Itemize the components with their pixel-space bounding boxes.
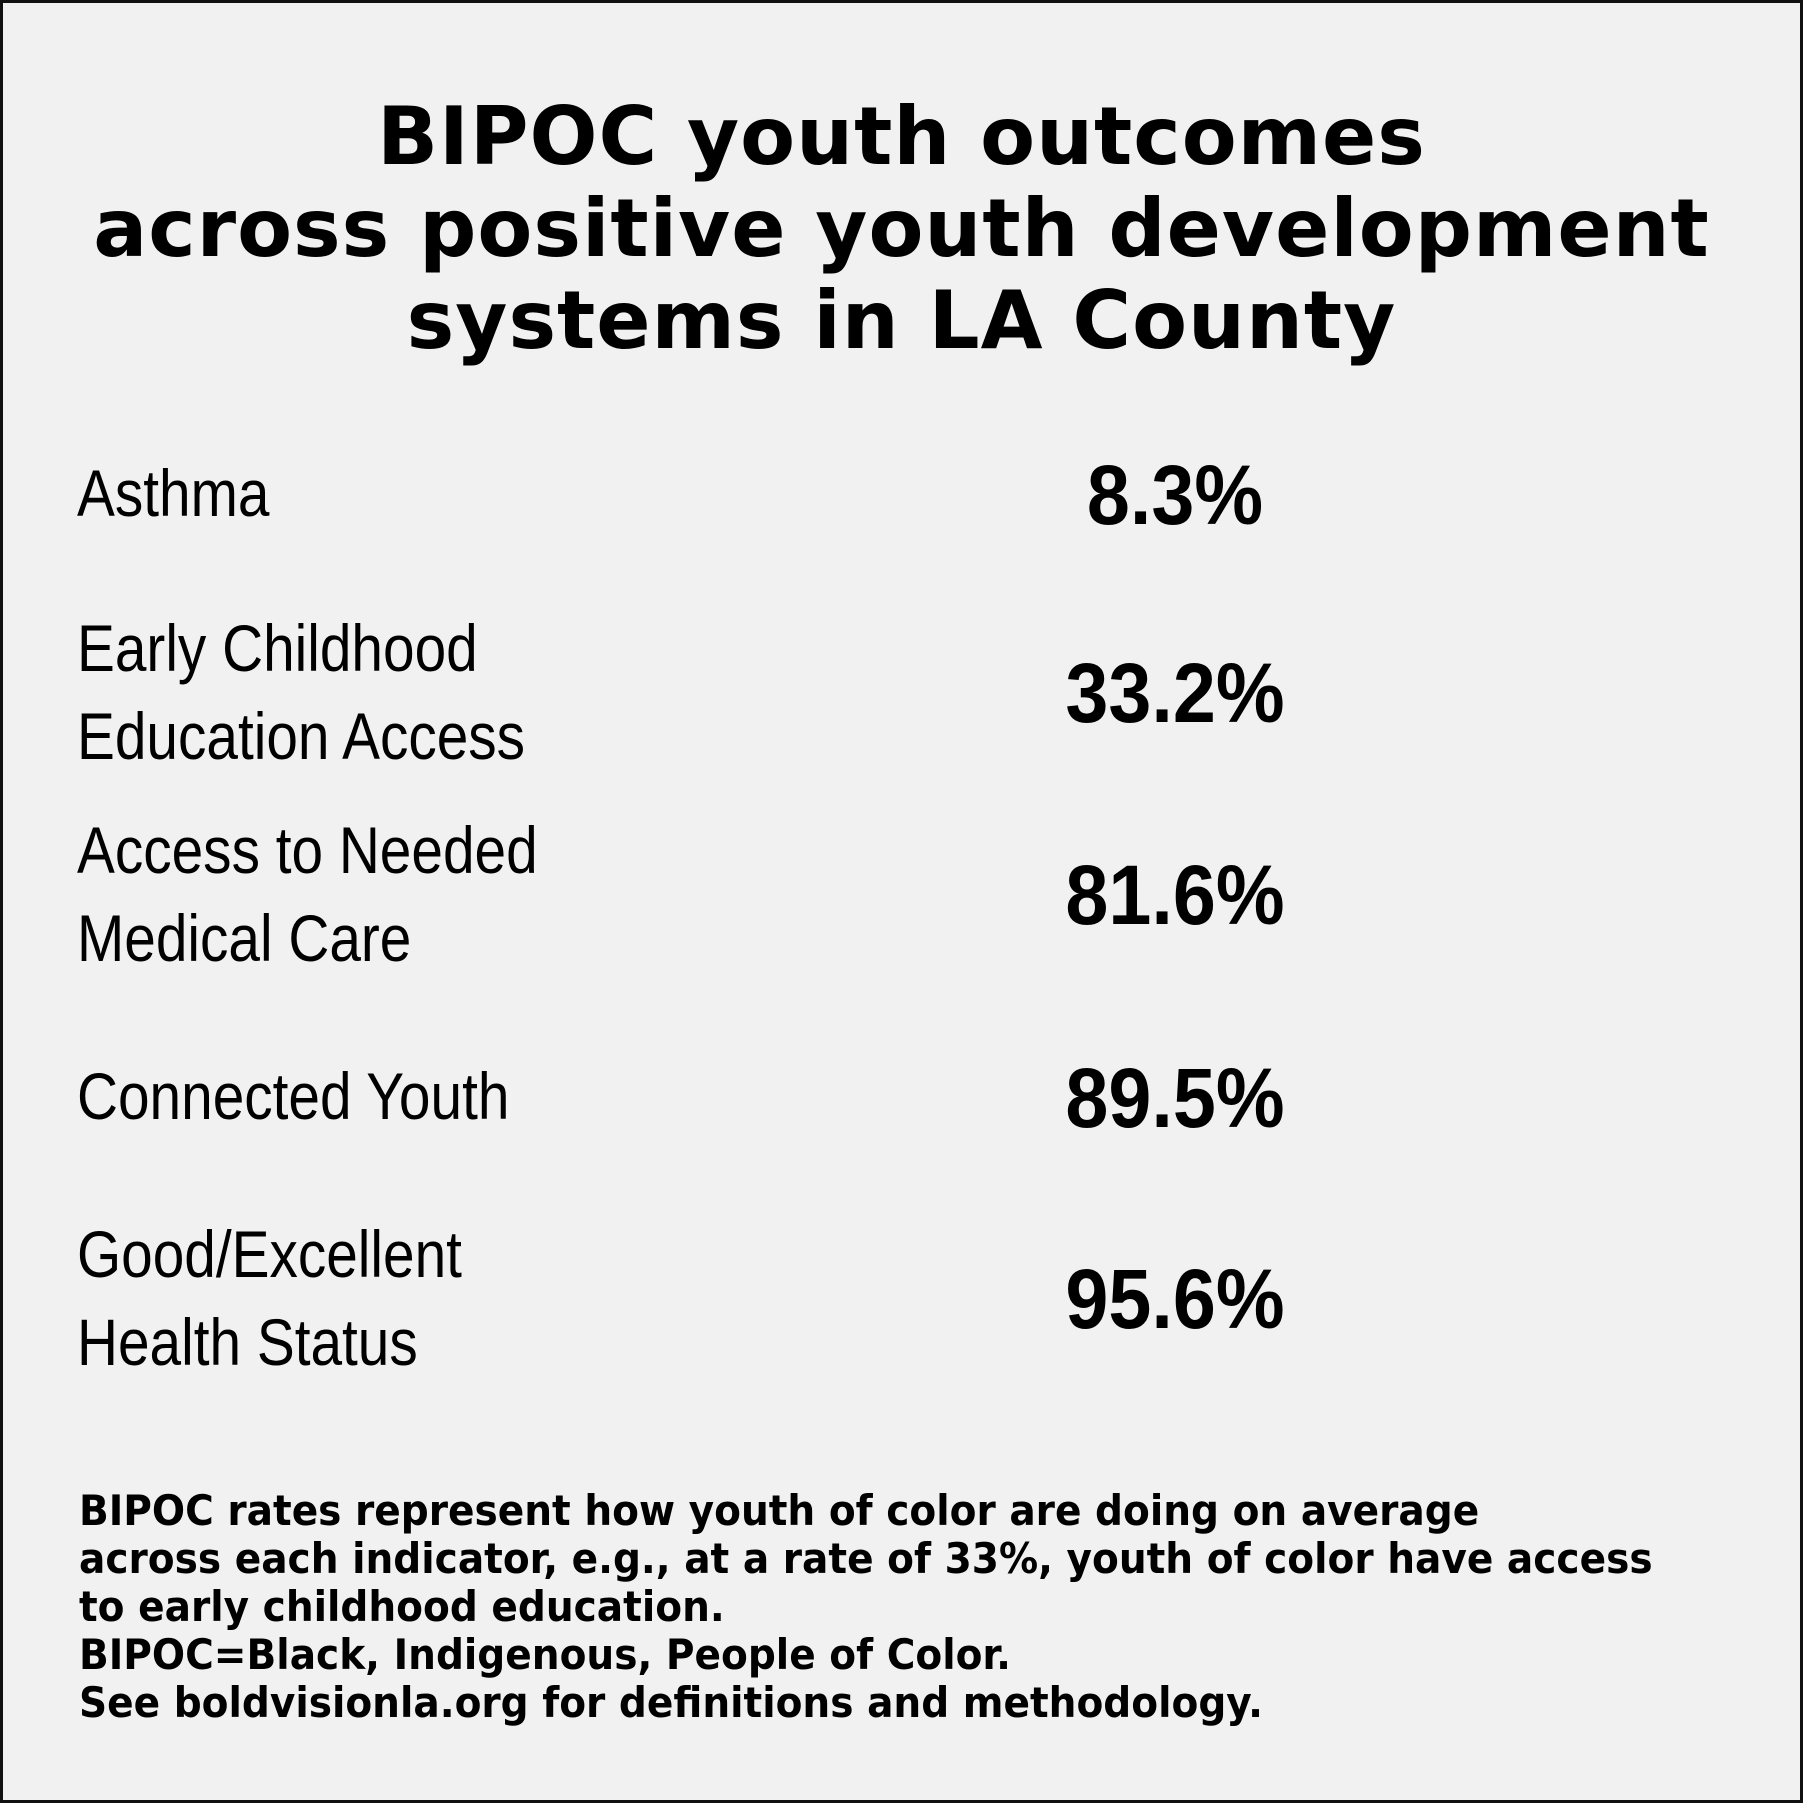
indicator-value-health-status: 95.6% <box>1065 1252 1285 1346</box>
title-line: systems in LA County <box>406 274 1397 367</box>
title-line: BIPOC youth outcomes <box>377 90 1426 183</box>
indicator-label-health-status-line2: Health Status <box>77 1305 418 1379</box>
indicator-label-asthma: Asthma <box>77 456 270 530</box>
page-title: BIPOC youth outcomes across positive you… <box>3 91 1800 367</box>
indicator-label-early-childhood-line2: Education Access <box>77 699 526 773</box>
indicator-label-health-status-line1: Good/Excellent <box>77 1217 462 1291</box>
indicator-label-medical-care-line1: Access to Needed <box>77 813 538 887</box>
indicator-value-medical-care: 81.6% <box>1065 848 1285 942</box>
footnote: BIPOC rates represent how youth of color… <box>79 1487 1653 1727</box>
footnote-line: See boldvisionla.org for definitions and… <box>79 1678 1263 1727</box>
indicator-label-medical-care-line2: Medical Care <box>77 901 412 975</box>
indicator-label-early-childhood-line1: Early Childhood <box>77 611 478 685</box>
footnote-line: BIPOC=Black, Indigenous, People of Color… <box>79 1630 1011 1679</box>
title-line: across positive youth development <box>93 182 1710 275</box>
indicator-value-early-childhood: 33.2% <box>1065 646 1285 740</box>
indicator-value-asthma: 8.3% <box>1086 448 1264 542</box>
footnote-line: to early childhood education. <box>79 1582 725 1631</box>
footnote-line: BIPOC rates represent how youth of color… <box>79 1486 1480 1535</box>
indicator-value-connected-youth: 89.5% <box>1065 1051 1285 1145</box>
footnote-line: across each indicator, e.g., at a rate o… <box>79 1534 1653 1583</box>
indicator-label-connected-youth: Connected Youth <box>77 1059 510 1133</box>
